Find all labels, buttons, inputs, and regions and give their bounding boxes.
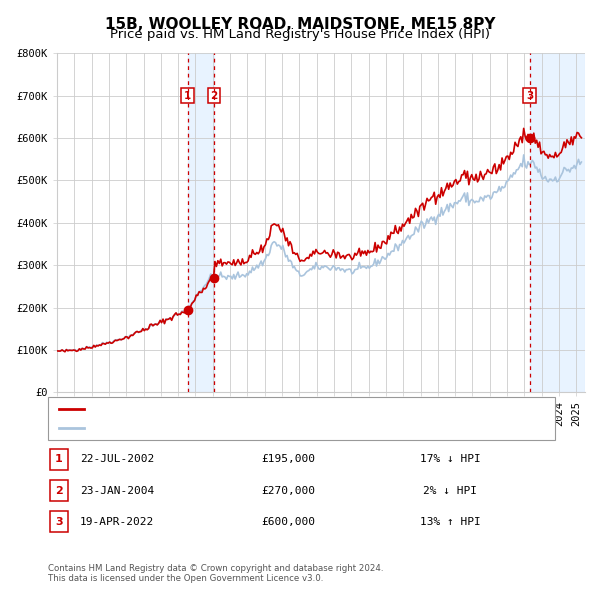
Text: 3: 3 — [526, 90, 533, 100]
Text: £270,000: £270,000 — [261, 486, 315, 496]
Text: 15B, WOOLLEY ROAD, MAIDSTONE, ME15 8PY: 15B, WOOLLEY ROAD, MAIDSTONE, ME15 8PY — [105, 17, 495, 31]
Text: 2: 2 — [211, 90, 218, 100]
Text: 17% ↓ HPI: 17% ↓ HPI — [419, 454, 481, 464]
Text: 23-JAN-2004: 23-JAN-2004 — [80, 486, 154, 496]
Bar — [530, 53, 585, 392]
Text: 3: 3 — [55, 517, 62, 527]
Bar — [188, 53, 214, 392]
Text: 2% ↓ HPI: 2% ↓ HPI — [423, 486, 477, 496]
Text: HPI: Average price, detached house, Maidstone: HPI: Average price, detached house, Maid… — [89, 423, 347, 433]
Text: Contains HM Land Registry data © Crown copyright and database right 2024.
This d: Contains HM Land Registry data © Crown c… — [48, 563, 383, 583]
Text: 22-JUL-2002: 22-JUL-2002 — [80, 454, 154, 464]
Text: 1: 1 — [55, 454, 62, 464]
Text: 15B, WOOLLEY ROAD, MAIDSTONE, ME15 8PY (detached house): 15B, WOOLLEY ROAD, MAIDSTONE, ME15 8PY (… — [89, 404, 439, 414]
Text: 13% ↑ HPI: 13% ↑ HPI — [419, 517, 481, 527]
Text: 2: 2 — [55, 486, 62, 496]
Text: £195,000: £195,000 — [261, 454, 315, 464]
Text: 1: 1 — [184, 90, 191, 100]
Text: 19-APR-2022: 19-APR-2022 — [80, 517, 154, 527]
Text: £600,000: £600,000 — [261, 517, 315, 527]
Text: Price paid vs. HM Land Registry's House Price Index (HPI): Price paid vs. HM Land Registry's House … — [110, 28, 490, 41]
